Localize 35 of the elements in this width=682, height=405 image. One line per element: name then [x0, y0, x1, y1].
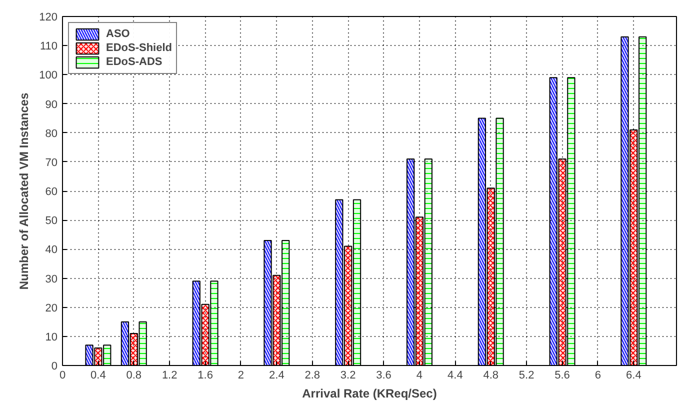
x-tick-label: 4.4	[448, 370, 463, 382]
legend-label: EDoS-Shield	[106, 41, 172, 55]
y-tick-label: 0	[51, 360, 58, 372]
y-tick-label: 50	[45, 215, 58, 228]
y-tick-label: 70	[45, 156, 58, 169]
x-tick-label: 4	[416, 370, 423, 382]
x-tick-label: 5.2	[518, 370, 534, 382]
y-tick-label: 80	[45, 128, 58, 140]
y-tick-label: 20	[45, 302, 58, 314]
x-tick-label: 0.8	[126, 370, 142, 382]
x-tick-label: 1.6	[198, 370, 213, 382]
x-tick-label: 2	[238, 370, 244, 382]
y-axis-title: Number of Allocated VM Instances	[17, 92, 32, 290]
y-tick-label: 100	[39, 70, 58, 82]
y-tick-label: 10	[45, 331, 58, 344]
x-tick-label: 2.8	[304, 370, 320, 382]
legend-label: EDoS-ADS	[106, 55, 162, 69]
y-tick-label: 60	[45, 186, 58, 198]
x-tick-label: 3.2	[340, 370, 356, 382]
x-tick-label: 2.4	[269, 370, 284, 382]
x-tick-label: 6	[594, 370, 602, 382]
y-tick-label: 110	[40, 40, 58, 53]
y-tick-label: 90	[45, 98, 58, 111]
y-tick-label: 40	[45, 244, 58, 256]
x-axis-title: Arrival Rate (KReq/Sec)	[302, 386, 437, 400]
x-tick-label: 0	[59, 370, 66, 382]
x-tick-label: 3.6	[376, 370, 392, 382]
x-tick-label: 1.2	[162, 370, 178, 382]
x-tick-label: 4.8	[483, 370, 499, 382]
legend-label: ASO	[106, 27, 130, 41]
x-tick-label: 5.6	[554, 370, 570, 382]
x-tick-label: 6.4	[626, 370, 642, 382]
y-tick-label: 30	[45, 273, 58, 286]
x-tick-label: 0.4	[90, 370, 106, 382]
y-tick-label: 120	[39, 12, 58, 24]
